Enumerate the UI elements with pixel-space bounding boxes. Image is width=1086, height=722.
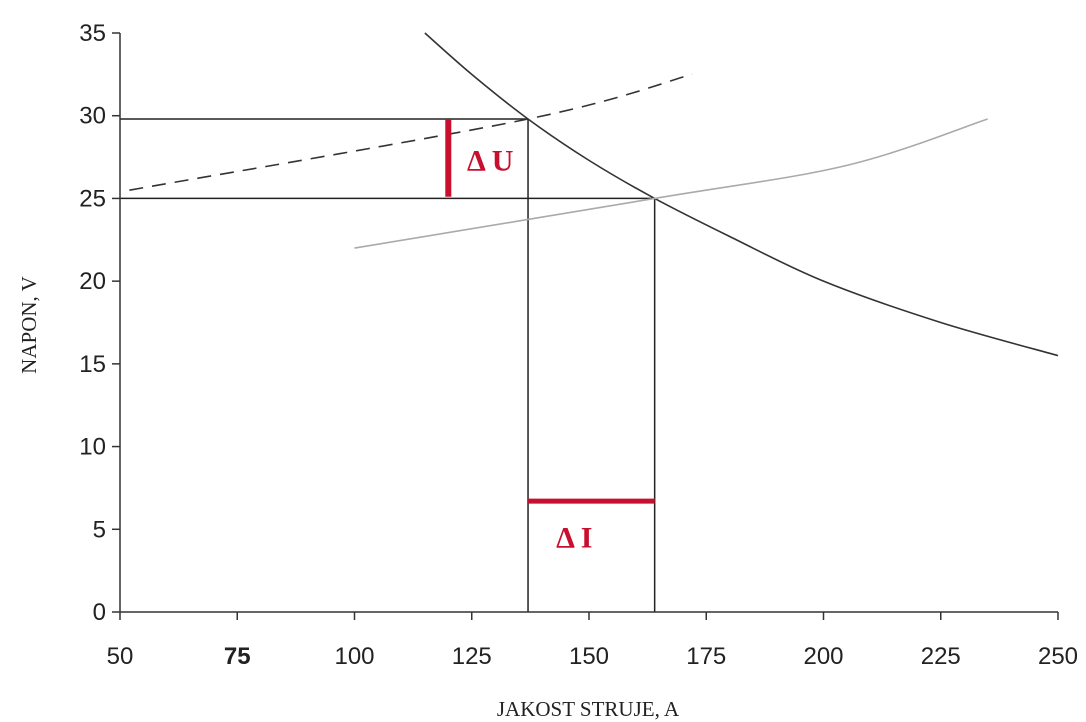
y-tick-label: 0 — [93, 599, 106, 626]
x-axis-title: JAKOST STRUJE, A — [497, 697, 680, 721]
x-tick-label: 175 — [686, 643, 726, 670]
guide-lines — [120, 118, 656, 612]
y-ticks: 0 5 10 15 20 25 30 35 — [79, 20, 120, 626]
y-tick-label: 25 — [79, 185, 106, 212]
x-tick-label: 250 — [1038, 643, 1078, 670]
x-tick-label: 125 — [452, 643, 492, 670]
x-tick-label: 200 — [803, 643, 843, 670]
x-tick-label: 50 — [107, 643, 134, 670]
x-tick-label: 225 — [921, 643, 961, 670]
delta-i-label: Δ I — [556, 521, 592, 554]
y-tick-label: 5 — [93, 516, 106, 543]
series-line-3 — [354, 118, 988, 249]
y-tick-label: 20 — [79, 268, 106, 295]
series-line-2 — [129, 73, 693, 191]
delta-u-label: Δ U — [467, 144, 513, 177]
y-tick-label: 30 — [79, 103, 106, 130]
series-line-1 — [424, 32, 1059, 357]
series-group — [129, 32, 1059, 357]
x-tick-label: 100 — [334, 643, 374, 670]
x-tick-label: 75 — [224, 643, 251, 670]
y-axis-title: NAPON, V — [17, 276, 41, 374]
x-ticks: 50 75 100 125 150 175 200 225 250 — [107, 612, 1078, 670]
y-tick-label: 35 — [79, 20, 106, 47]
annotations: Δ U Δ I — [445, 119, 655, 554]
y-tick-label: 10 — [79, 434, 106, 461]
y-tick-label: 15 — [79, 351, 106, 378]
x-tick-label: 150 — [569, 643, 609, 670]
